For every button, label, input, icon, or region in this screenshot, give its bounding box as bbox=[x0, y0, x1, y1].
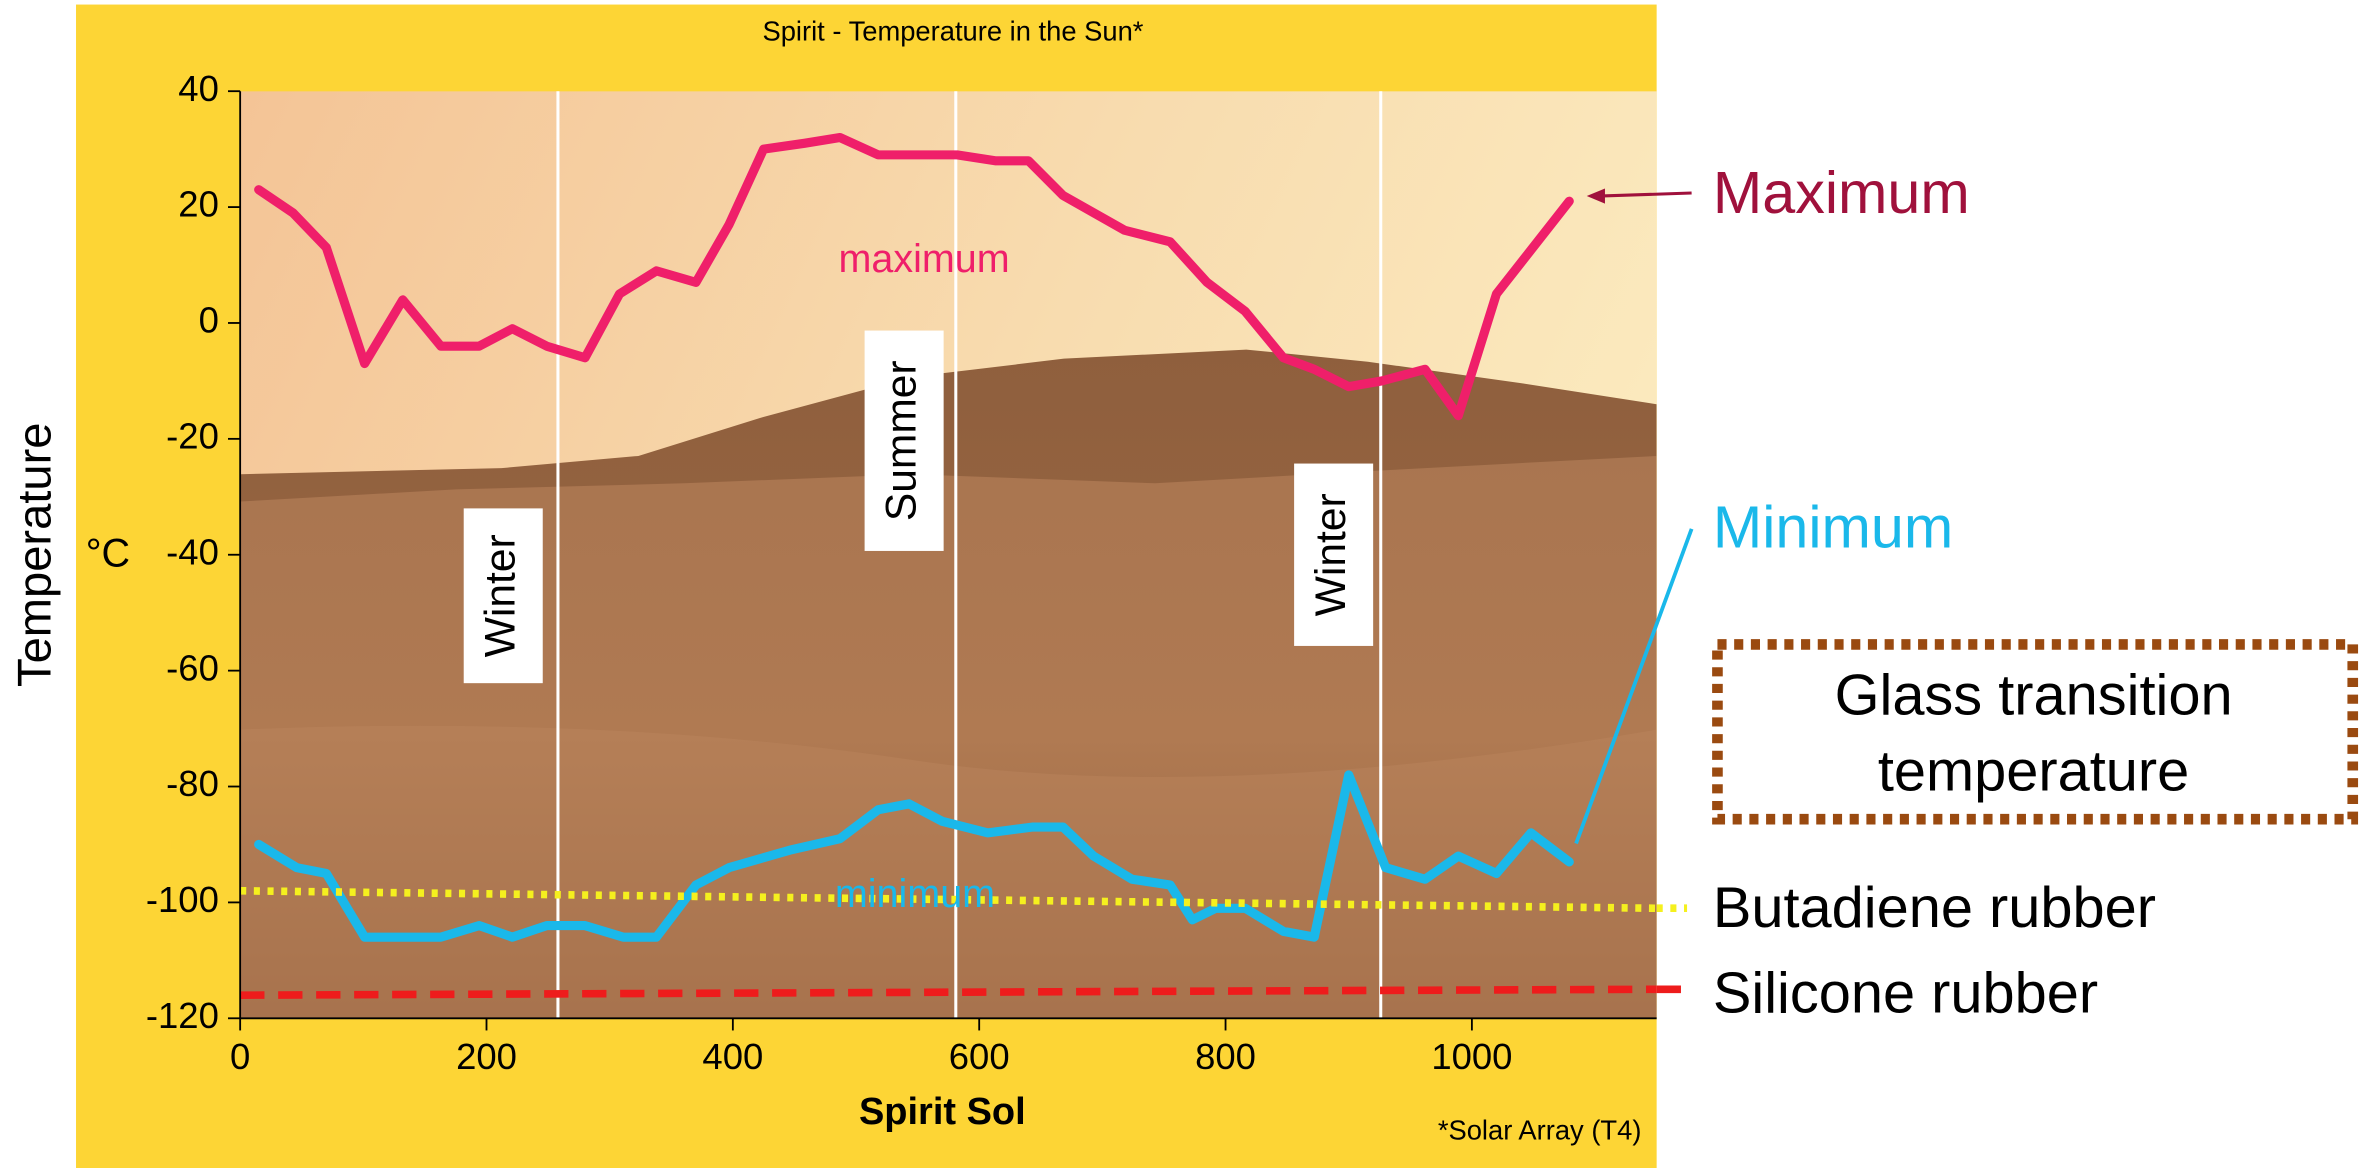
x-tick-label: 1000 bbox=[1431, 1036, 1512, 1077]
season-label: Summer bbox=[877, 360, 925, 521]
y-tick-label: 0 bbox=[199, 300, 219, 341]
y-axis-unit: °C bbox=[86, 532, 130, 576]
season-label: Winter bbox=[1307, 493, 1355, 616]
series-label: maximum bbox=[838, 237, 1009, 281]
y-tick-label: -20 bbox=[166, 415, 219, 456]
x-tick-label: 0 bbox=[230, 1036, 250, 1077]
page: {"chart_data": { "type": "line", "title"… bbox=[0, 0, 2371, 1168]
y-tick-label: -60 bbox=[166, 647, 219, 688]
y-tick-label: -120 bbox=[146, 995, 219, 1036]
series-label: minimum bbox=[835, 872, 995, 916]
y-axis-label: Temperature bbox=[7, 423, 60, 687]
glass-transition-line: temperature bbox=[1878, 739, 2189, 803]
minimum-annotation: Minimum bbox=[1713, 494, 1953, 561]
y-tick-label: -100 bbox=[146, 879, 219, 920]
x-tick-label: 200 bbox=[456, 1036, 517, 1077]
butadiene-label: Butadiene rubber bbox=[1713, 876, 2156, 940]
y-tick-label: -80 bbox=[166, 763, 219, 804]
silicone-label: Silicone rubber bbox=[1713, 961, 2098, 1025]
y-tick-label: 40 bbox=[178, 68, 219, 109]
x-tick-label: 800 bbox=[1195, 1036, 1256, 1077]
chart: Winter Summer Winter -120 -100 -80 -60 -40 -20 0… bbox=[0, 0, 2371, 1168]
y-tick-label: -40 bbox=[166, 531, 219, 572]
chart-title: Spirit - Temperature in the Sun* bbox=[762, 16, 1143, 47]
season-label: Winter bbox=[476, 534, 524, 657]
maximum-annotation: Maximum bbox=[1713, 159, 1970, 226]
x-tick-label: 600 bbox=[949, 1036, 1010, 1077]
glass-transition-line: Glass transition bbox=[1835, 663, 2233, 727]
x-tick-label: 400 bbox=[702, 1036, 763, 1077]
footnote: *Solar Array (T4) bbox=[1438, 1115, 1642, 1146]
x-axis-label: Spirit Sol bbox=[859, 1091, 1026, 1133]
y-tick-label: 20 bbox=[178, 184, 219, 225]
